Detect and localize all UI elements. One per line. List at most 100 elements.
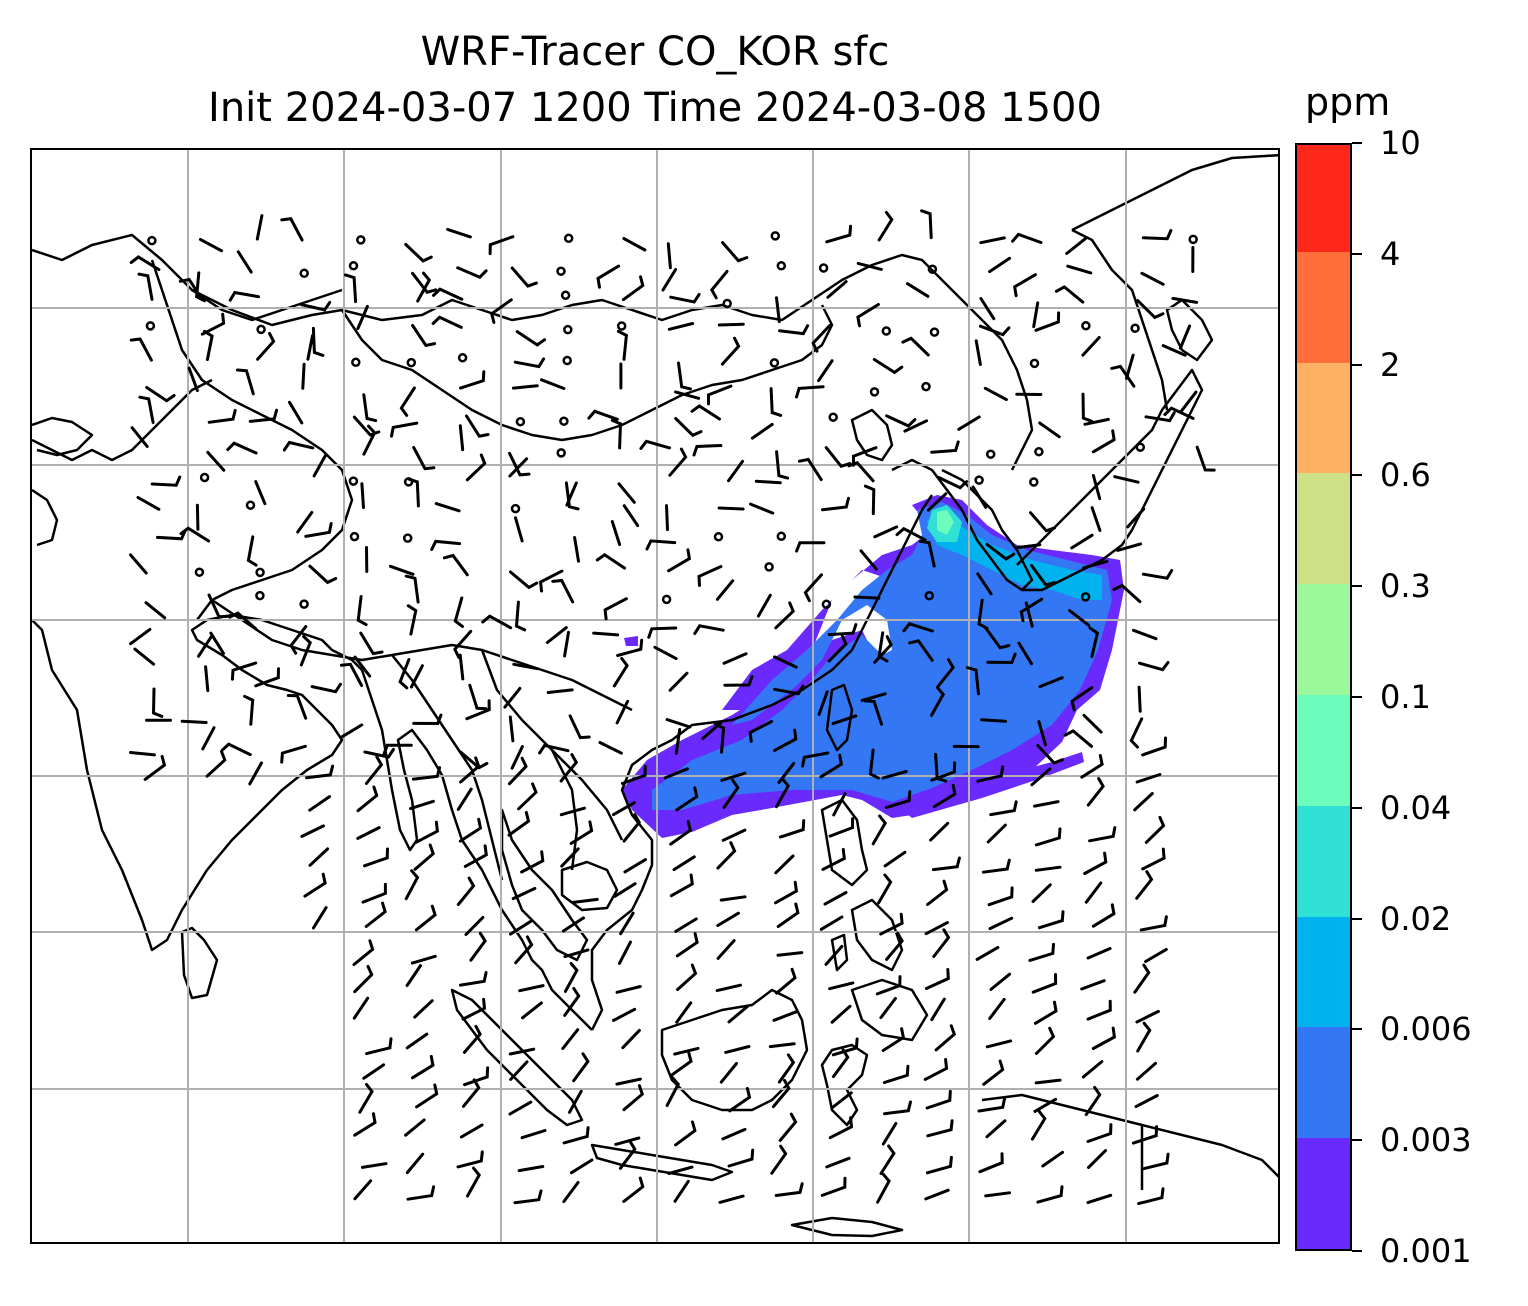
wind-barb (879, 912, 904, 936)
wind-barb (879, 1144, 896, 1175)
wind-barb (665, 1076, 681, 1107)
colorbar-tick (1352, 1250, 1362, 1252)
coastline-japan (1016, 368, 1204, 592)
wind-barb (930, 686, 946, 717)
wind-barb (720, 771, 747, 782)
wind-barb (989, 800, 1018, 817)
calm-wind-marker (881, 326, 892, 336)
wind-barb (1112, 583, 1142, 604)
wind-barb (982, 1059, 1005, 1086)
wind-barb (463, 1066, 490, 1087)
calm-wind-marker (869, 387, 880, 397)
wind-barb (715, 579, 735, 601)
wind-barb (1080, 754, 1104, 779)
calm-wind-marker (457, 353, 468, 363)
colorbar-tick-label: 0.6 (1380, 456, 1431, 495)
wind-barb (1037, 910, 1065, 930)
calm-wind-marker (559, 416, 569, 426)
wind-barb (442, 553, 469, 577)
wind-barb (129, 553, 148, 575)
wind-barb (817, 359, 834, 383)
wind-barb (1034, 827, 1062, 847)
wind-barb (1129, 717, 1144, 749)
wind-barb (465, 453, 487, 482)
wind-barb (226, 441, 258, 455)
wind-barb (872, 358, 904, 375)
wind-barb (512, 662, 539, 671)
calm-wind-marker (722, 298, 732, 309)
wind-barb (254, 667, 280, 688)
wind-barb (924, 1188, 950, 1201)
colorbar-tick (1352, 585, 1362, 588)
wind-barb (1034, 1078, 1062, 1085)
wind-barb (988, 256, 1012, 274)
wind-barb (156, 529, 187, 541)
wind-barb (875, 975, 902, 996)
wind-barb (151, 687, 164, 718)
wind-barb (513, 357, 546, 369)
colorbar-tick-label: 0.1 (1380, 678, 1431, 716)
wind-barb (719, 1062, 738, 1084)
wind-barb (587, 409, 619, 421)
wind-barb (545, 626, 568, 644)
wind-barb (308, 847, 330, 867)
wind-barb (353, 1112, 377, 1137)
wind-barb (243, 694, 255, 726)
wind-barb (613, 882, 637, 898)
coastline-mindanao (850, 978, 929, 1042)
wind-barb (207, 593, 230, 619)
wind-barb (979, 297, 996, 321)
wind-barb (1135, 1061, 1157, 1081)
wind-barb (774, 601, 795, 630)
wind-barb (518, 984, 545, 993)
wind-barb (932, 928, 951, 958)
wind-barb (929, 821, 950, 842)
wind-barb (621, 275, 645, 302)
colorbar-tick-label: 10 (1380, 124, 1421, 162)
wind-barb (411, 1054, 435, 1080)
wind-barb (416, 271, 432, 303)
colorbar-segment-6 (1297, 472, 1350, 585)
wind-barb (1087, 1149, 1107, 1169)
calm-wind-marker (1130, 323, 1140, 334)
calm-wind-marker (145, 321, 156, 331)
wind-barb (622, 237, 647, 252)
wind-barb (596, 264, 621, 289)
wind-barb (563, 986, 581, 1017)
wind-barb (514, 935, 534, 965)
wind-barb (727, 1148, 755, 1168)
wind-barb (622, 1176, 645, 1203)
calm-wind-marker (299, 268, 309, 279)
wind-barb (509, 919, 533, 936)
wind-barb (616, 638, 644, 657)
wind-barb (364, 755, 384, 785)
wind-barb (361, 882, 387, 904)
wind-barb (776, 951, 804, 957)
wind-barb (201, 726, 216, 751)
wind-barb (615, 985, 642, 994)
wind-barb (690, 404, 721, 421)
wind-barb (926, 1119, 954, 1138)
calm-wind-marker (929, 327, 940, 337)
plume-level-0.04 (937, 510, 954, 535)
wind-barb (931, 856, 961, 872)
wind-barb (716, 841, 737, 870)
wind-barb (715, 983, 742, 993)
wind-barb (676, 963, 698, 991)
wind-barb (1195, 445, 1216, 472)
wind-barb (827, 634, 848, 663)
wind-barb (925, 1089, 952, 1110)
wind-barb (639, 439, 671, 450)
calm-wind-marker (1188, 234, 1198, 245)
wind-barb (986, 652, 1017, 665)
coastline-taiwan (825, 683, 854, 752)
wind-barb (675, 932, 699, 958)
wind-barb (668, 447, 688, 477)
wind-barb (136, 496, 161, 511)
wind-barb (976, 765, 1005, 783)
wind-barb (513, 1189, 543, 1205)
wind-barb (1116, 542, 1143, 552)
wind-barb (722, 652, 748, 665)
wind-barb (1024, 601, 1034, 628)
colorbar-segment-9 (1297, 145, 1350, 252)
